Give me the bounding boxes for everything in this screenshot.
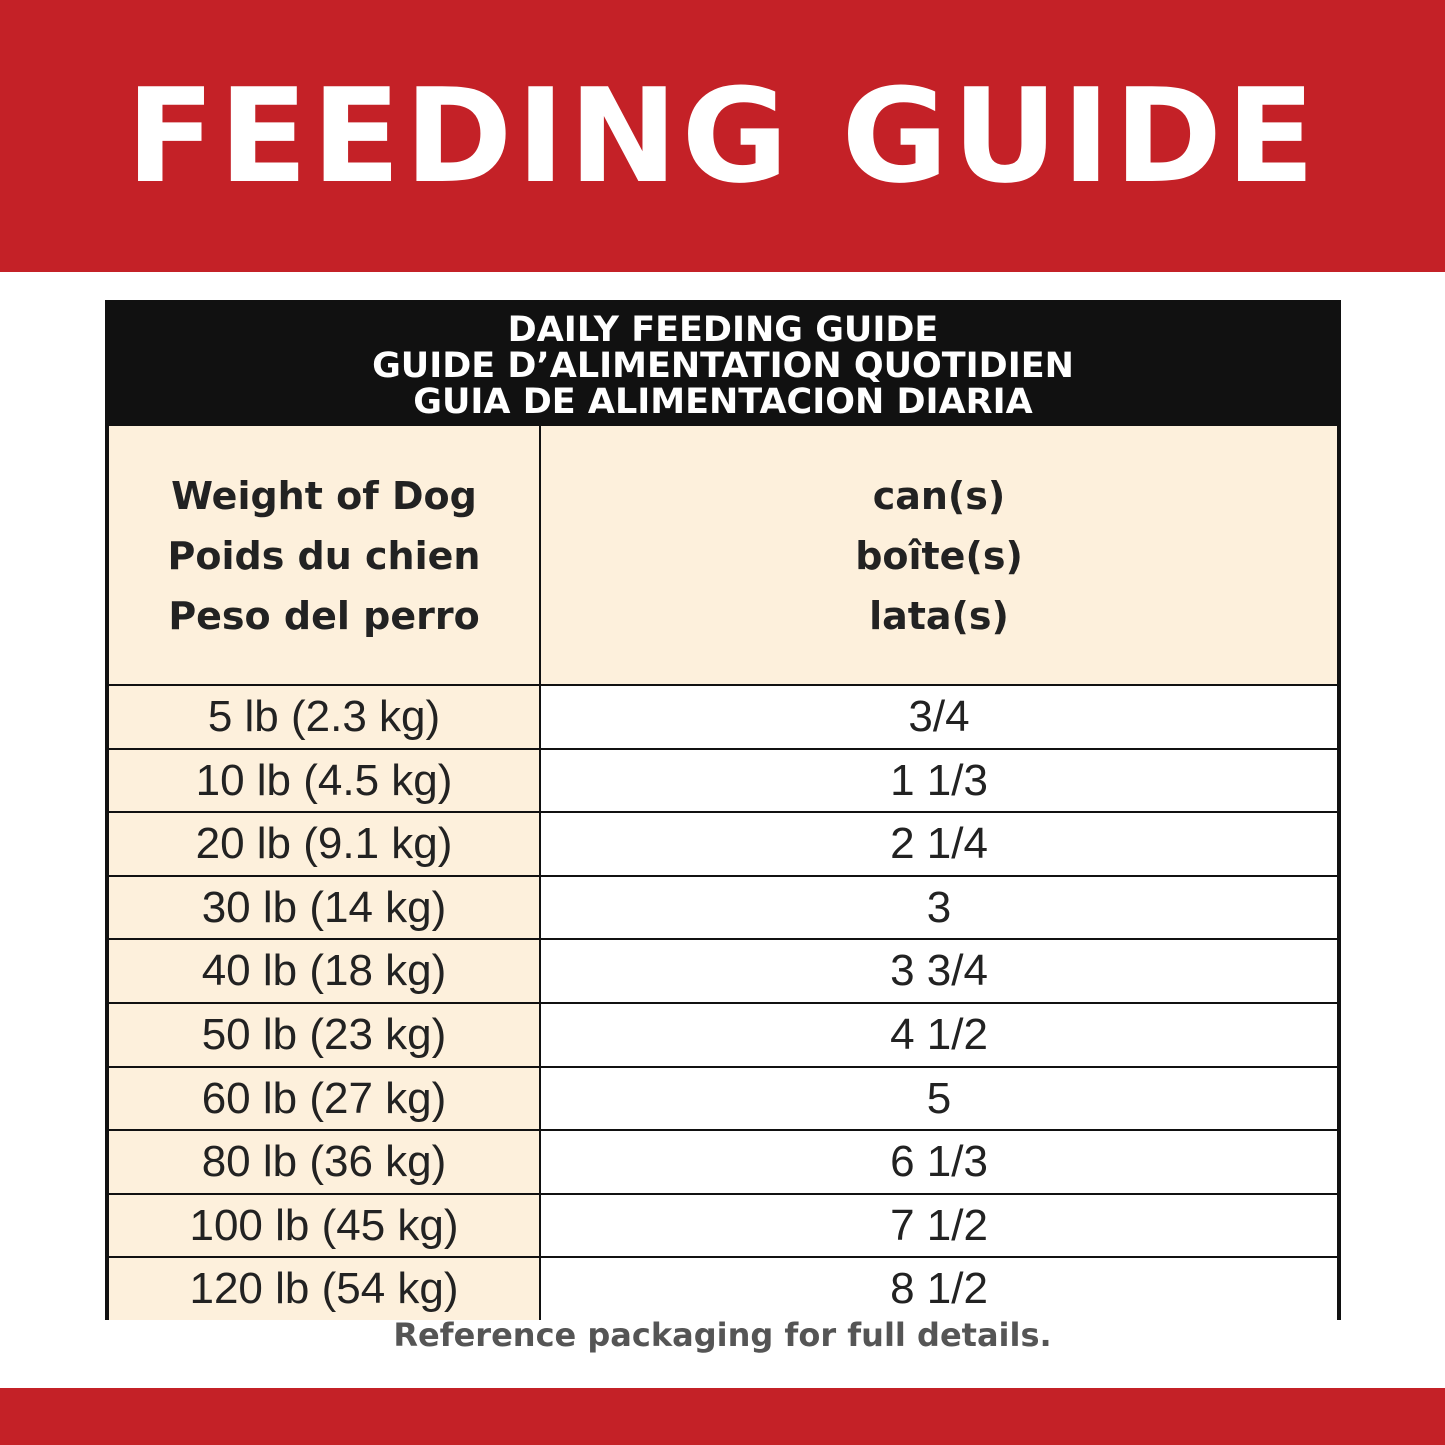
table-cell: 6 1/3 (541, 1131, 1337, 1193)
table-row: 100 lb (45 kg) 7 1/2 (109, 1194, 1337, 1257)
bottom-band (0, 1388, 1445, 1445)
table-cell: 80 lb (36 kg) (109, 1131, 539, 1193)
table-cell: 100 lb (45 kg) (109, 1194, 539, 1257)
table-row: 30 lb (14 kg) 3 (109, 876, 1337, 939)
table-cell: 30 lb (14 kg) (109, 876, 539, 939)
table-cell: 3/4 (541, 686, 1337, 748)
feeding-table: DAILY FEEDING GUIDE GUIDE D’ALIMENTATION … (105, 300, 1341, 1320)
table-row: 10 lb (4.5 kg) 1 1/3 (109, 749, 1337, 812)
table-body: 5 lb (2.3 kg) 3/4 10 lb (4.5 kg) 1 1/3 20 lb… (109, 686, 1337, 1320)
title-line: DAILY FEEDING GUIDE (507, 310, 939, 350)
title-line: GUIDE D’ALIMENTATION QUOTIDIEN (372, 346, 1074, 386)
table-title: DAILY FEEDING GUIDE GUIDE D’ALIMENTATION … (109, 304, 1337, 426)
table-cell: 40 lb (18 kg) (109, 940, 539, 1002)
footnote: Reference packaging for full details. (393, 1316, 1052, 1354)
table-row: 60 lb (27 kg) 5 (109, 1067, 1337, 1130)
table-row: 40 lb (18 kg) 3 3/4 (109, 940, 1337, 1002)
table-row: 50 lb (23 kg) 4 1/2 (109, 1003, 1337, 1066)
table-cell: 50 lb (23 kg) (109, 1003, 539, 1066)
table-cell: 5 (541, 1067, 1337, 1130)
column-header: Weight of Dog Poids du chien Peso del perr… (109, 426, 539, 684)
banner-title: FEEDING GUIDE (0, 0, 1445, 272)
header-line: lata(s) (869, 594, 1009, 638)
header-line: Peso del perro (168, 594, 480, 638)
table-cell: 20 lb (9.1 kg) (109, 813, 539, 875)
table-row: 20 lb (9.1 kg) 2 1/4 (109, 813, 1337, 875)
table-cell: 1 1/3 (541, 749, 1337, 812)
header-line: boîte(s) (855, 534, 1023, 578)
title-line: GUIA DE ALIMENTACION DIARIA (413, 382, 1033, 422)
column-header: can(s) boîte(s) lata(s) (541, 426, 1337, 684)
table-cell: 10 lb (4.5 kg) (109, 749, 539, 812)
table-cell: 3 (541, 876, 1337, 939)
table-cell: 7 1/2 (541, 1194, 1337, 1257)
table-cell: 3 3/4 (541, 940, 1337, 1002)
header-line: Weight of Dog (171, 474, 477, 518)
table-row: 5 lb (2.3 kg) 3/4 (109, 686, 1337, 748)
header-line: can(s) (872, 474, 1006, 518)
table-cell: 2 1/4 (541, 813, 1337, 875)
table-row: 120 lb (54 kg) 8 1/2 (109, 1258, 1337, 1320)
table-cell: 4 1/2 (541, 1003, 1337, 1066)
table-cell: 120 lb (54 kg) (109, 1258, 539, 1320)
table-cell: 8 1/2 (541, 1258, 1337, 1320)
table-cell: 5 lb (2.3 kg) (109, 686, 539, 748)
table-row: 80 lb (36 kg) 6 1/3 (109, 1131, 1337, 1193)
table-header: Weight of Dog Poids du chien Peso del perr… (109, 426, 1337, 684)
table-cell: 60 lb (27 kg) (109, 1067, 539, 1130)
header-line: Poids du chien (167, 534, 481, 578)
